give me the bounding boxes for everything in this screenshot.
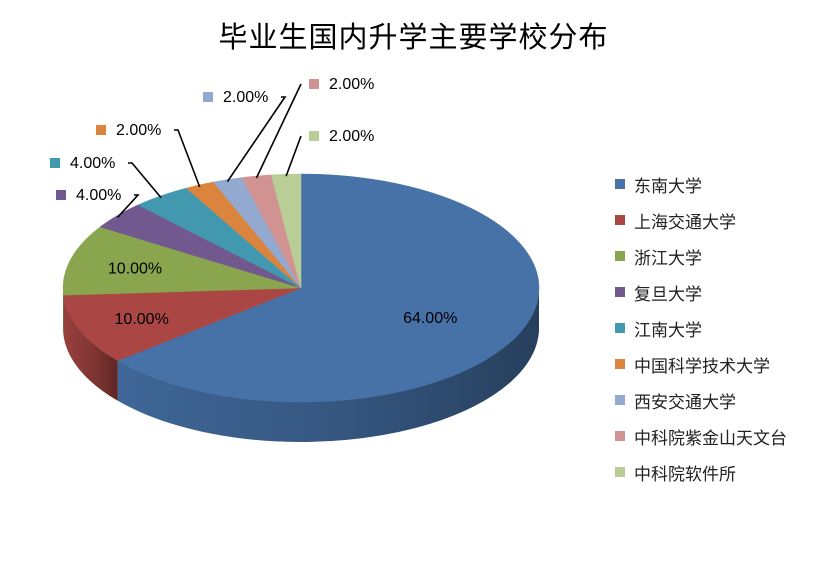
pie-side-shade-1: [63, 295, 118, 401]
pie-slice-2: [62, 226, 302, 296]
data-label-swatch-5: [96, 125, 106, 135]
legend-item: 江南大学: [615, 310, 787, 346]
data-label-swatch-8: [309, 131, 319, 141]
leader-line-4: [128, 162, 162, 199]
legend-swatch: [615, 467, 625, 477]
leader-line-8: [285, 135, 302, 177]
legend-label: 东南大学: [634, 176, 702, 197]
chart-title: 毕业生国内升学主要学校分布: [218, 20, 609, 54]
data-label-swatch-4: [50, 158, 60, 168]
legend-label: 浙江大学: [634, 248, 702, 269]
legend-label: 西安交通大学: [634, 392, 736, 413]
data-label-swatch-6: [203, 92, 213, 102]
legend-item: 浙江大学: [615, 238, 787, 274]
leader-line-6: [226, 96, 287, 183]
legend-label: 中科院软件所: [634, 464, 736, 485]
legend-swatch: [615, 359, 625, 369]
legend-item: 复旦大学: [615, 274, 787, 310]
data-label-5: 2.00%: [96, 122, 161, 139]
legend-swatch: [615, 431, 625, 441]
data-label-6: 2.00%: [203, 89, 268, 106]
legend-item: 东南大学: [615, 166, 787, 202]
data-label-0: 64.00%: [403, 310, 457, 327]
pie-leader-lines: [117, 83, 302, 218]
legend-item: 西安交通大学: [615, 382, 787, 418]
legend-swatch: [615, 287, 625, 297]
data-label-1: 10.00%: [115, 311, 169, 328]
data-label-text-5: 2.00%: [116, 122, 161, 139]
leader-line-7: [255, 83, 302, 179]
legend-label: 上海交通大学: [634, 212, 736, 233]
legend-swatch: [615, 251, 625, 261]
data-label-7: 2.00%: [309, 76, 374, 93]
legend-label: 复旦大学: [634, 284, 702, 305]
pie-slice-0: [117, 173, 540, 403]
data-label-text-8: 2.00%: [329, 128, 374, 145]
data-label-text-4: 4.00%: [70, 155, 115, 172]
data-label-text-7: 2.00%: [329, 76, 374, 93]
legend-swatch: [615, 323, 625, 333]
data-label-4: 4.00%: [50, 155, 115, 172]
data-label-3: 4.00%: [56, 187, 121, 204]
chart-legend: 东南大学上海交通大学 浙江大学复旦大学江南大学中国科学技术大学 西安交通大学中科院紫…: [615, 166, 787, 490]
legend-label: 中科院紫金山天文台: [634, 428, 787, 449]
data-label-swatch-3: [56, 190, 66, 200]
data-label-text-6: 2.00%: [223, 89, 268, 106]
legend-swatch: [615, 395, 625, 405]
data-label-8: 2.00%: [309, 128, 374, 145]
legend-item: 中国科学技术大学: [615, 346, 787, 382]
data-label-text-3: 4.00%: [76, 187, 121, 204]
data-label-2: 10.00%: [108, 261, 162, 278]
pie-side-shade-0: [117, 288, 539, 442]
pie-tops: [62, 173, 540, 403]
legend-label: 江南大学: [634, 320, 702, 341]
legend-item: 中科院紫金山天文台: [615, 418, 787, 454]
leader-line-3: [117, 194, 140, 218]
legend-item: 上海交通大学: [615, 202, 787, 238]
legend-label: 中国科学技术大学: [634, 356, 770, 377]
data-label-swatch-7: [309, 79, 319, 89]
legend-item: 中科院软件所: [615, 454, 787, 490]
legend-swatch: [615, 179, 625, 189]
pie-slice-1: [63, 287, 302, 361]
pie-sides: [63, 288, 539, 442]
pie-data-labels: 64.00%10.00%10.00%4.00%4.00%2.00%2.00%2.…: [50, 76, 457, 328]
legend-swatch: [615, 215, 625, 225]
leader-line-5: [174, 129, 201, 188]
